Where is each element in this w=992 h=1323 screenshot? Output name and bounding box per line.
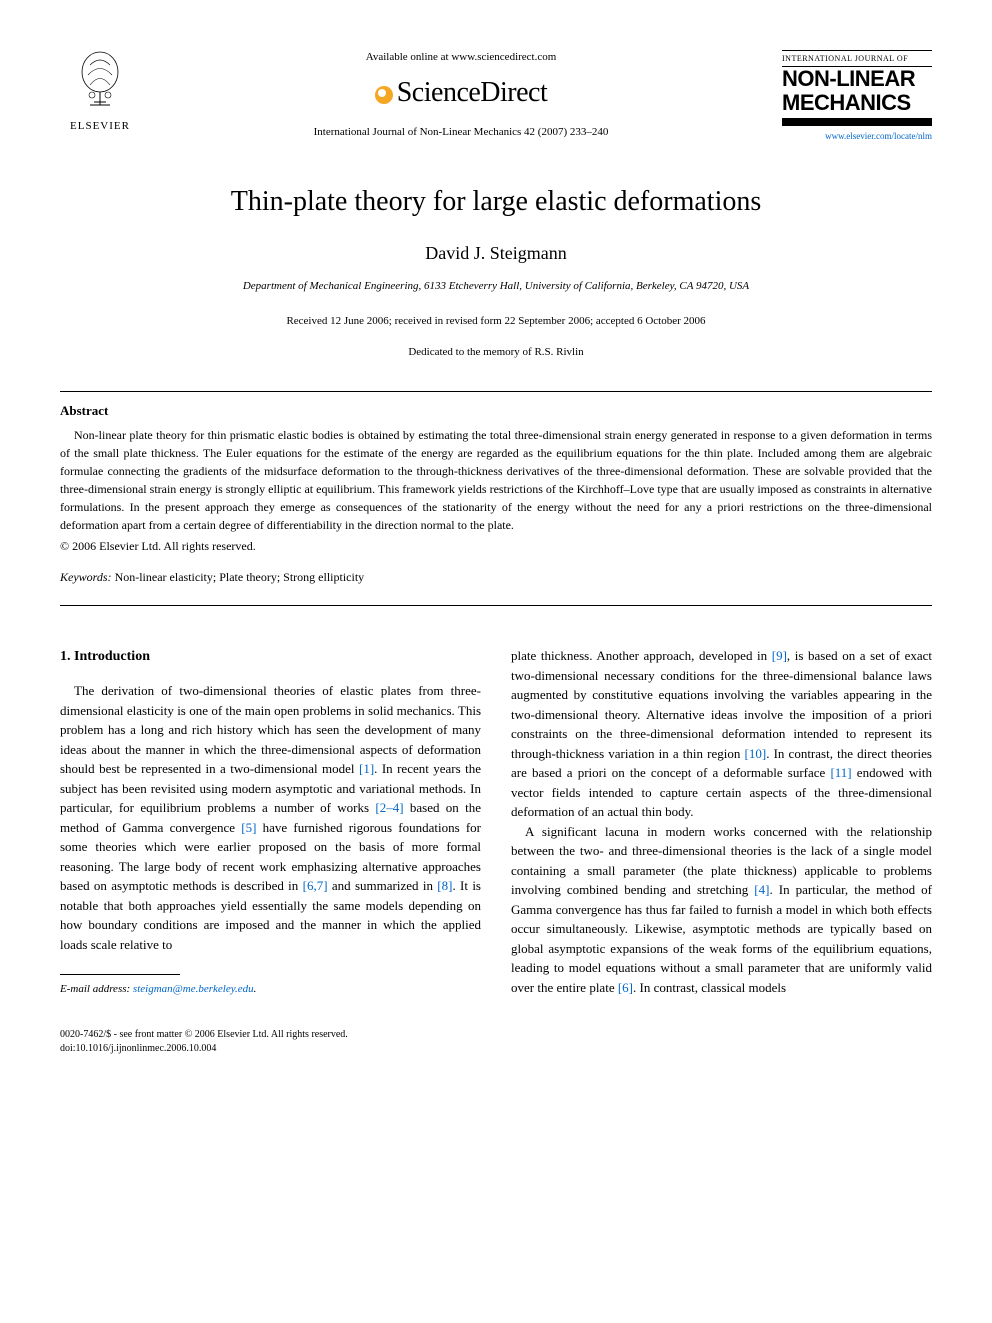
body-paragraph: plate thickness. Another approach, devel… [511, 646, 932, 822]
article-dedication: Dedicated to the memory of R.S. Rivlin [60, 345, 932, 360]
email-label: E-mail address: [60, 983, 130, 995]
ref-link[interactable]: [9] [772, 648, 787, 663]
abstract-copyright: © 2006 Elsevier Ltd. All rights reserved… [60, 538, 932, 555]
journal-name-small: INTERNATIONAL JOURNAL OF [782, 50, 932, 67]
article-title: Thin-plate theory for large elastic defo… [60, 182, 932, 221]
bottom-info: 0020-7462/$ - see front matter © 2006 El… [60, 1028, 932, 1056]
ref-link[interactable]: [4] [754, 882, 769, 897]
keywords-text: Non-linear elasticity; Plate theory; Str… [112, 570, 365, 584]
article-affiliation: Department of Mechanical Engineering, 61… [60, 279, 932, 294]
article-dates: Received 12 June 2006; received in revis… [60, 314, 932, 329]
elsevier-tree-icon [70, 50, 130, 110]
doi-line: doi:10.1016/j.ijnonlinmec.2006.10.004 [60, 1042, 932, 1056]
email-line: E-mail address: steigman@me.berkeley.edu… [60, 981, 481, 998]
abstract-heading: Abstract [60, 402, 932, 420]
ref-link[interactable]: [6,7] [303, 878, 328, 893]
column-right: plate thickness. Another approach, devel… [511, 646, 932, 998]
journal-url[interactable]: www.elsevier.com/locate/nlm [782, 130, 932, 143]
header-row: ELSEVIER Available online at www.science… [60, 50, 932, 142]
section-heading: 1. Introduction [60, 646, 481, 667]
ref-link[interactable]: [8] [437, 878, 452, 893]
ref-link[interactable]: [10] [745, 746, 767, 761]
abstract-bottom-divider [60, 605, 932, 606]
ref-link[interactable]: [11] [830, 765, 851, 780]
publisher-name: ELSEVIER [60, 119, 140, 134]
abstract-text: Non-linear plate theory for thin prismat… [60, 426, 932, 534]
article-author: David J. Steigmann [60, 241, 932, 266]
elsevier-logo: ELSEVIER [60, 50, 140, 135]
abstract-top-divider [60, 391, 932, 392]
sciencedirect-brand: ScienceDirect [160, 73, 762, 112]
center-header: Available online at www.sciencedirect.co… [140, 50, 782, 140]
sciencedirect-dot-icon [375, 86, 393, 104]
available-online-text: Available online at www.sciencedirect.co… [160, 50, 762, 65]
keywords: Keywords: Non-linear elasticity; Plate t… [60, 569, 932, 586]
keywords-label: Keywords: [60, 570, 112, 584]
footnote-divider [60, 974, 180, 975]
ref-link[interactable]: [6] [618, 980, 633, 995]
body-paragraph: A significant lacuna in modern works con… [511, 822, 932, 998]
sciencedirect-text: ScienceDirect [397, 77, 548, 108]
issn-line: 0020-7462/$ - see front matter © 2006 El… [60, 1028, 932, 1042]
journal-logo: INTERNATIONAL JOURNAL OF NON-LINEAR MECH… [782, 50, 932, 142]
journal-citation: International Journal of Non-Linear Mech… [160, 125, 762, 140]
column-left: 1. Introduction The derivation of two-di… [60, 646, 481, 998]
journal-name-line1: NON-LINEAR [782, 67, 932, 91]
ref-link[interactable]: [1] [359, 761, 374, 776]
journal-name-line2: MECHANICS [782, 91, 932, 115]
ref-link[interactable]: [5] [241, 820, 256, 835]
body-columns: 1. Introduction The derivation of two-di… [60, 646, 932, 998]
journal-underline [782, 118, 932, 126]
body-paragraph: The derivation of two-dimensional theori… [60, 681, 481, 954]
ref-link[interactable]: [2–4] [375, 800, 403, 815]
email-address[interactable]: steigman@me.berkeley.edu [133, 983, 254, 995]
